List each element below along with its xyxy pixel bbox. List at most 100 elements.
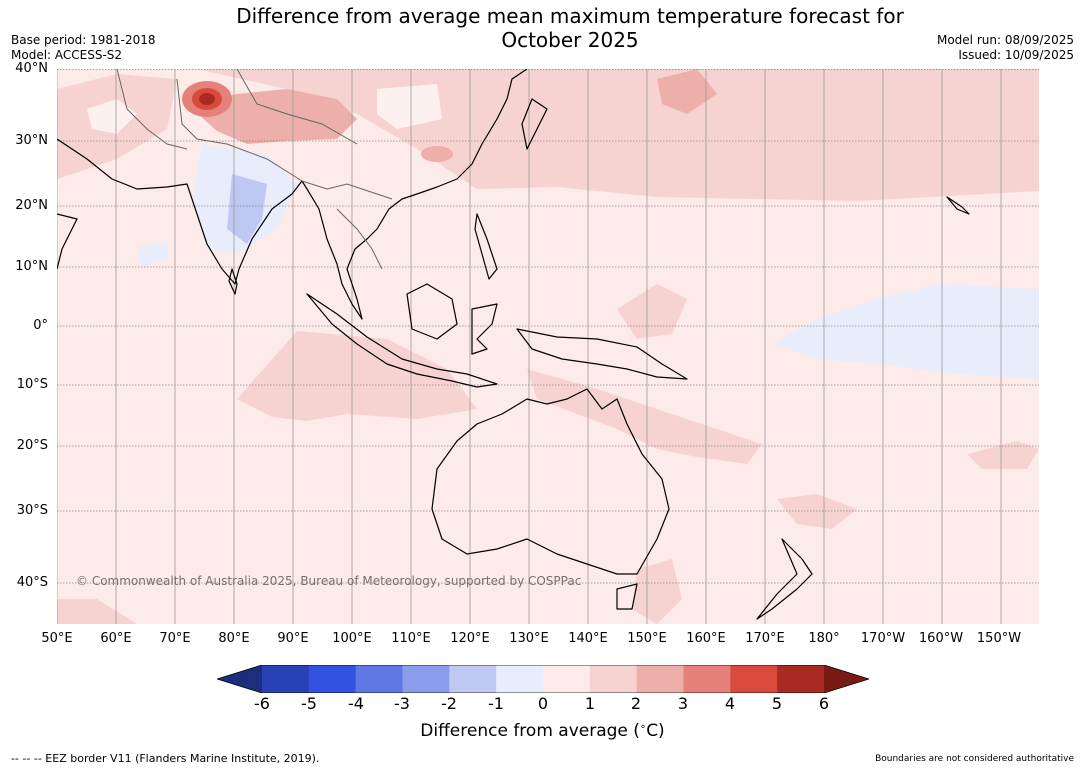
lon-label-180: 180° (808, 631, 840, 646)
lon-label-80e: 80°E (218, 631, 250, 646)
anomaly-field-arabian-sea-cool (137, 241, 169, 267)
anomaly-field-southwest-1-2 (57, 599, 137, 624)
map-svg (57, 69, 1039, 624)
meta-left: Base period: 1981-2018 Model: ACCESS-S2 (11, 33, 156, 63)
border-southeast-asia (301, 180, 393, 200)
tasmania-coastline (616, 583, 638, 610)
colorbar-tick-4: 4 (724, 694, 736, 713)
coastlines (57, 69, 970, 620)
anomaly-field-north-1-2 (57, 69, 1039, 201)
africa-horn-coastline (57, 213, 78, 270)
base-period: Base period: 1981-2018 (11, 33, 156, 47)
eez-border-note: -- -- -- EEZ border V11 (Flanders Marine… (11, 752, 320, 765)
colorbar-segment (496, 665, 544, 693)
model-run: Model run: 08/09/2025 (936, 33, 1074, 47)
lon-label-160e: 160°E (686, 631, 726, 646)
title-line-2: October 2025 (501, 28, 639, 52)
lon-label-60e: 60°E (100, 631, 132, 646)
colorbar-tick-minus2: -2 (441, 694, 457, 713)
anomaly-field-indian-ocean-1-2 (237, 331, 477, 421)
anomaly-field-coral-sea-1-2 (527, 369, 762, 464)
colorbar-tick-minus1: -1 (488, 694, 504, 713)
australia-coastline (431, 388, 670, 575)
copyright-notice: © Commonwealth of Australia 2025, Bureau… (76, 574, 582, 588)
anomaly-field-near-zero-tibet (377, 84, 442, 129)
colorbar (217, 665, 869, 693)
new-guinea-coastline (516, 328, 688, 380)
lat-label-40n: 40°N (15, 61, 48, 76)
colorbar-segment (355, 665, 403, 693)
boundaries-disclaimer: Boundaries are not considered authoritat… (875, 754, 1074, 764)
colorbar-tick-2: 2 (630, 694, 642, 713)
country-borders (116, 69, 393, 270)
anomaly-field-india-cool-minus2-minus1 (227, 174, 267, 244)
anomaly-field-pacific-1-2 (617, 284, 687, 339)
colorbar-extend-high (824, 665, 869, 693)
lon-label-70e: 70°E (159, 631, 191, 646)
anomaly-field-tasman-1-2 (777, 494, 857, 529)
model-name: Model: ACCESS-S2 (11, 48, 123, 62)
meta-right: Model run: 08/09/2025 Issued: 10/09/2025 (937, 33, 1074, 63)
border-indochina (336, 208, 383, 270)
colorbar-tick-minus3: -3 (394, 694, 410, 713)
hawaii-coastline (946, 196, 970, 215)
colorbar-segment (262, 665, 310, 693)
lon-label-50e: 50°E (41, 631, 73, 646)
anomaly-field-north-pacific-2-3 (657, 69, 717, 114)
title-line-1: Difference from average mean maximum tem… (236, 4, 904, 28)
issued-date: Issued: 10/09/2025 (958, 48, 1074, 62)
lon-label-170e: 170°E (745, 631, 785, 646)
anomaly-field-pacific-cool (772, 284, 1039, 379)
lon-label-130e: 130°E (509, 631, 549, 646)
colorbar-tick-3: 3 (677, 694, 689, 713)
colorbar-tick-minus5: -5 (301, 694, 317, 713)
map-area (57, 69, 1039, 624)
colorbar-segment (636, 665, 684, 693)
border-china-west (236, 69, 358, 145)
lon-label-160w: 160°W (918, 631, 964, 646)
philippines-coastline (474, 213, 498, 280)
colorbar-tick-minus6: -6 (254, 694, 270, 713)
anomaly-field-china-2-3 (421, 146, 453, 162)
colorbar-segment (777, 665, 825, 693)
meridians (57, 69, 1002, 624)
lon-label-150w: 150°W (976, 631, 1022, 646)
lat-label-10s: 10°S (16, 377, 48, 392)
colorbar-tick-minus4: -4 (348, 694, 364, 713)
border-middle-east (116, 69, 188, 150)
anomaly-field-south-1-2 (632, 559, 682, 624)
colorbar-tick-5: 5 (771, 694, 783, 713)
colorbar-extend-low (217, 665, 262, 693)
lon-label-170w: 170°W (860, 631, 906, 646)
colorbar-tick-6: 6 (818, 694, 830, 713)
border-south-asia (176, 78, 303, 182)
lon-label-150e: 150°E (627, 631, 667, 646)
colorbar-tick-1: 1 (584, 694, 596, 713)
asia-coastline (57, 69, 528, 320)
anomaly-field-fiji-1-2 (967, 441, 1039, 469)
lat-label-30n: 30°N (15, 133, 48, 148)
sumatra-java-coastline (306, 293, 498, 388)
lon-label-100e: 100°E (332, 631, 372, 646)
colorbar-segment (543, 665, 591, 693)
borneo-coastline (406, 283, 458, 340)
lon-label-120e: 120°E (450, 631, 490, 646)
sulawesi-coastline (471, 303, 498, 355)
colorbar-segment (683, 665, 731, 693)
map-title: Difference from average mean maximum tem… (0, 4, 1085, 52)
colorbar-segment (449, 665, 497, 693)
lon-label-110e: 110°E (391, 631, 431, 646)
lat-label-20n: 20°N (15, 198, 48, 213)
lon-label-140e: 140°E (568, 631, 608, 646)
sri-lanka-coastline (228, 268, 238, 295)
lat-label-40s: 40°S (16, 575, 48, 590)
lat-label-20s: 20°S (16, 438, 48, 453)
japan-korea-coastline (521, 98, 548, 150)
lat-label-0: 0° (33, 318, 48, 333)
colorbar-segment (402, 665, 450, 693)
lat-label-30s: 30°S (16, 503, 48, 518)
colorbar-segment (730, 665, 778, 693)
lat-label-10n: 10°N (15, 259, 48, 274)
colorbar-tick-0: 0 (537, 694, 549, 713)
colorbar-segment (308, 665, 357, 693)
